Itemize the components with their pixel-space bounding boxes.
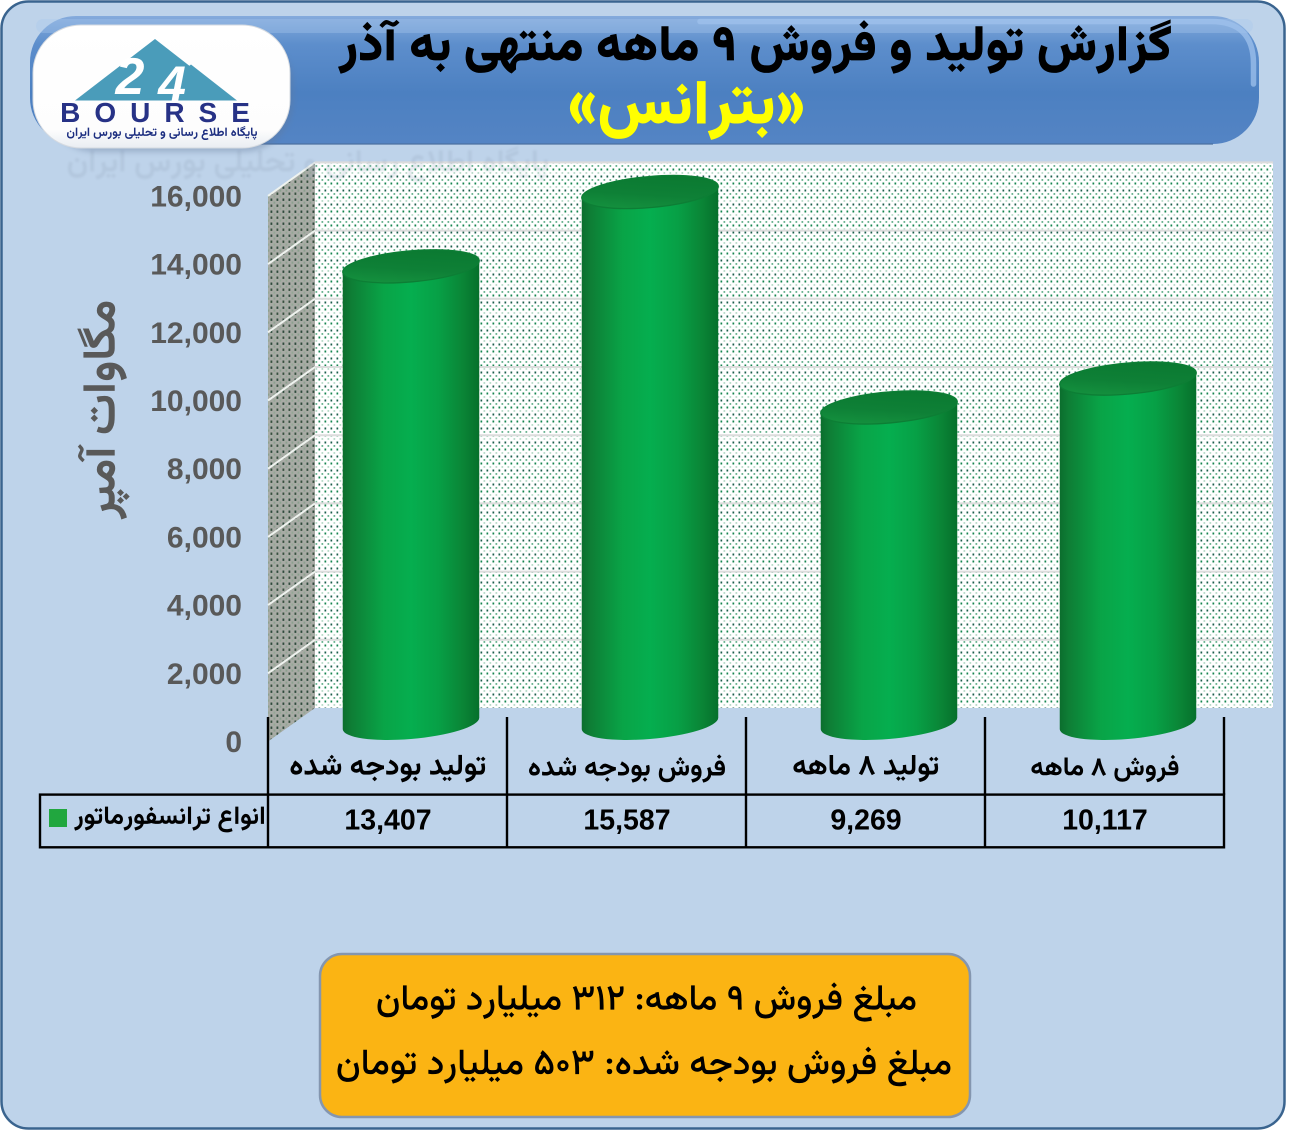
svg-text:10,000: 10,000: [150, 385, 242, 418]
svg-text:8,000: 8,000: [167, 453, 242, 486]
svg-text:2: 2: [115, 48, 145, 106]
svg-text:16,000: 16,000: [150, 180, 242, 213]
svg-text:BOURSE: BOURSE: [60, 97, 264, 128]
svg-text:15,587: 15,587: [583, 805, 670, 837]
svg-text:10,117: 10,117: [1062, 805, 1148, 837]
svg-text:4,000: 4,000: [167, 590, 242, 623]
svg-text:12,000: 12,000: [150, 317, 242, 350]
svg-text:6,000: 6,000: [167, 521, 242, 554]
svg-text:9,269: 9,269: [830, 805, 901, 837]
svg-text:13,407: 13,407: [344, 805, 431, 837]
svg-text:2,000: 2,000: [167, 658, 242, 691]
svg-text:0: 0: [225, 726, 242, 759]
svg-text:14,000: 14,000: [150, 249, 242, 282]
svg-text:4: 4: [157, 56, 186, 112]
